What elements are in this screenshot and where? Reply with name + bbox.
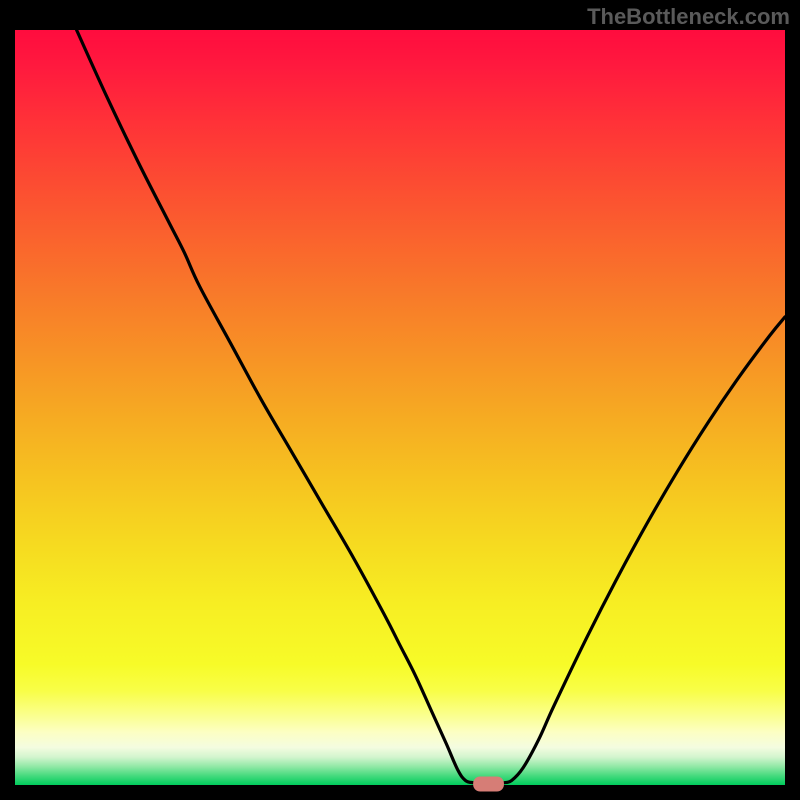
bottleneck-chart <box>0 0 800 800</box>
optimal-range-marker <box>473 777 504 792</box>
chart-container: TheBottleneck.com <box>0 0 800 800</box>
watermark-text: TheBottleneck.com <box>587 4 790 30</box>
